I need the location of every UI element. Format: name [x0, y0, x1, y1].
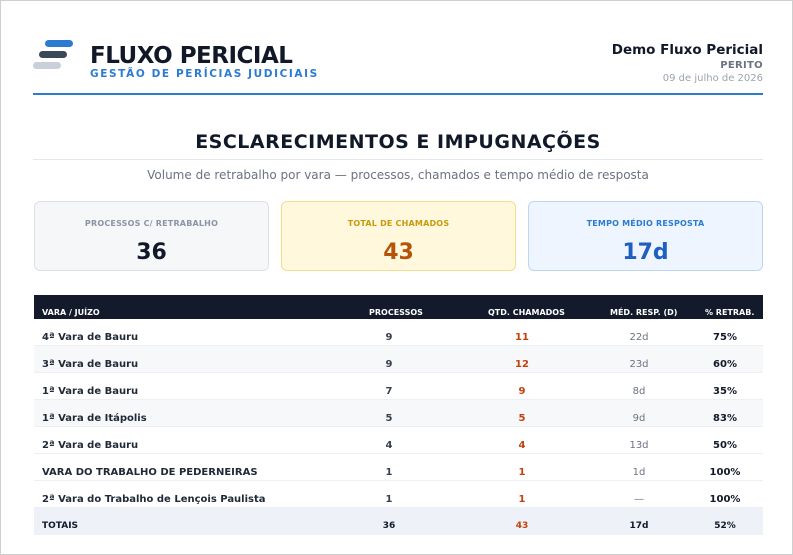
cell-media: 23d [629, 359, 649, 370]
totals-media: 17d [629, 521, 649, 531]
summary-cards: PROCESSOS C/ RETRABALHO 36 TOTAL DE CHAM… [34, 201, 763, 271]
table-row: 2ª Vara do Trabalho de Lençois Paulista … [34, 481, 763, 508]
column-header-percent: % RETRAB. [705, 308, 755, 317]
cell-percent: 100% [709, 494, 741, 505]
cell-percent: 35% [713, 386, 737, 397]
report-date: 09 de julho de 2026 [662, 73, 763, 84]
table-row: 1ª Vara de Itápolis 5 5 9d 83% [34, 400, 763, 427]
card-processos-retrabalho: PROCESSOS C/ RETRABALHO 36 [34, 201, 269, 271]
card-label: TOTAL DE CHAMADOS [347, 219, 450, 228]
user-role: PERITO [720, 60, 763, 71]
cell-media: — [634, 494, 644, 505]
cell-media: 1d [632, 467, 646, 478]
cell-percent: 60% [713, 359, 737, 370]
cell-media: 22d [629, 332, 649, 343]
user-info: Demo Fluxo Pericial PERITO 09 de julho d… [612, 42, 763, 84]
section-subtitle: Volume de retrabalho por vara — processo… [147, 168, 649, 182]
cell-processos: 4 [385, 440, 393, 451]
cell-chamados: 1 [518, 494, 526, 505]
table-row: 4ª Vara de Bauru 9 11 22d 75% [34, 319, 763, 346]
card-label: PROCESSOS C/ RETRABALHO [84, 219, 219, 228]
brand-title: FLUXO PERICIAL [90, 43, 293, 69]
cell-vara: 4ª Vara de Bauru [42, 332, 139, 343]
cell-vara: 1ª Vara de Bauru [42, 386, 139, 397]
card-total-chamados: TOTAL DE CHAMADOS 43 [281, 201, 516, 271]
totals-percent: 52% [714, 521, 736, 531]
cell-media: 13d [629, 440, 649, 451]
table-row: VARA DO TRABALHO DE PEDERNEIRAS 1 1 1d 1… [34, 454, 763, 481]
cell-vara: VARA DO TRABALHO DE PEDERNEIRAS [42, 467, 258, 478]
cell-percent: 50% [713, 440, 737, 451]
user-name: Demo Fluxo Pericial [611, 42, 763, 58]
cell-vara: 2ª Vara de Bauru [42, 440, 139, 451]
report-header: FLUXO PERICIAL GESTÃO DE PERÍCIAS JUDICI… [33, 37, 763, 95]
cell-media: 9d [632, 413, 646, 424]
table-totals-row: TOTAIS 36 43 17d 52% [34, 508, 763, 535]
column-header-vara: VARA / JUÍZO [42, 308, 100, 317]
card-label: TEMPO MÉDIO RESPOSTA [586, 219, 705, 228]
card-value: 36 [136, 240, 167, 265]
table-row: 3ª Vara de Bauru 9 12 23d 60% [34, 346, 763, 373]
cell-processos: 7 [385, 386, 393, 397]
column-header-media: MÉD. RESP. (D) [610, 308, 678, 317]
cell-chamados: 9 [518, 386, 526, 397]
cell-processos: 9 [385, 359, 393, 370]
totals-processos: 36 [382, 521, 396, 531]
cell-chamados: 11 [515, 332, 529, 343]
card-tempo-medio: TEMPO MÉDIO RESPOSTA 17d [528, 201, 763, 271]
cell-media: 8d [632, 386, 646, 397]
cell-vara: 2ª Vara do Trabalho de Lençois Paulista [42, 494, 266, 505]
section-title: ESCLARECIMENTOS E IMPUGNAÇÕES [33, 131, 763, 160]
cell-vara: 1ª Vara de Itápolis [42, 413, 147, 424]
cell-percent: 100% [709, 467, 741, 478]
cell-chamados: 12 [515, 359, 529, 370]
rework-table: VARA / JUÍZO PROCESSOS QTD. CHAMADOS MÉD… [34, 295, 763, 535]
cell-processos: 5 [385, 413, 393, 424]
cell-percent: 75% [713, 332, 737, 343]
cell-chamados: 1 [518, 467, 526, 478]
cell-chamados: 4 [518, 440, 526, 451]
cell-processos: 1 [385, 467, 393, 478]
card-value: 43 [383, 240, 414, 265]
cell-chamados: 5 [518, 413, 526, 424]
brand-subtitle: GESTÃO DE PERÍCIAS JUDICIAIS [90, 68, 319, 80]
cell-processos: 9 [385, 332, 393, 343]
totals-chamados: 43 [515, 521, 529, 531]
table-row: 2ª Vara de Bauru 4 4 13d 50% [34, 427, 763, 454]
table-row: 1ª Vara de Bauru 7 9 8d 35% [34, 373, 763, 400]
logo-icon [33, 40, 75, 70]
cell-vara: 3ª Vara de Bauru [42, 359, 139, 370]
cell-processos: 1 [385, 494, 393, 505]
table-header: VARA / JUÍZO PROCESSOS QTD. CHAMADOS MÉD… [34, 295, 763, 319]
cell-percent: 83% [713, 413, 737, 424]
column-header-chamados: QTD. CHAMADOS [488, 308, 565, 317]
card-value: 17d [622, 240, 669, 265]
column-header-processos: PROCESSOS [369, 308, 423, 317]
totals-label: TOTAIS [42, 521, 79, 531]
